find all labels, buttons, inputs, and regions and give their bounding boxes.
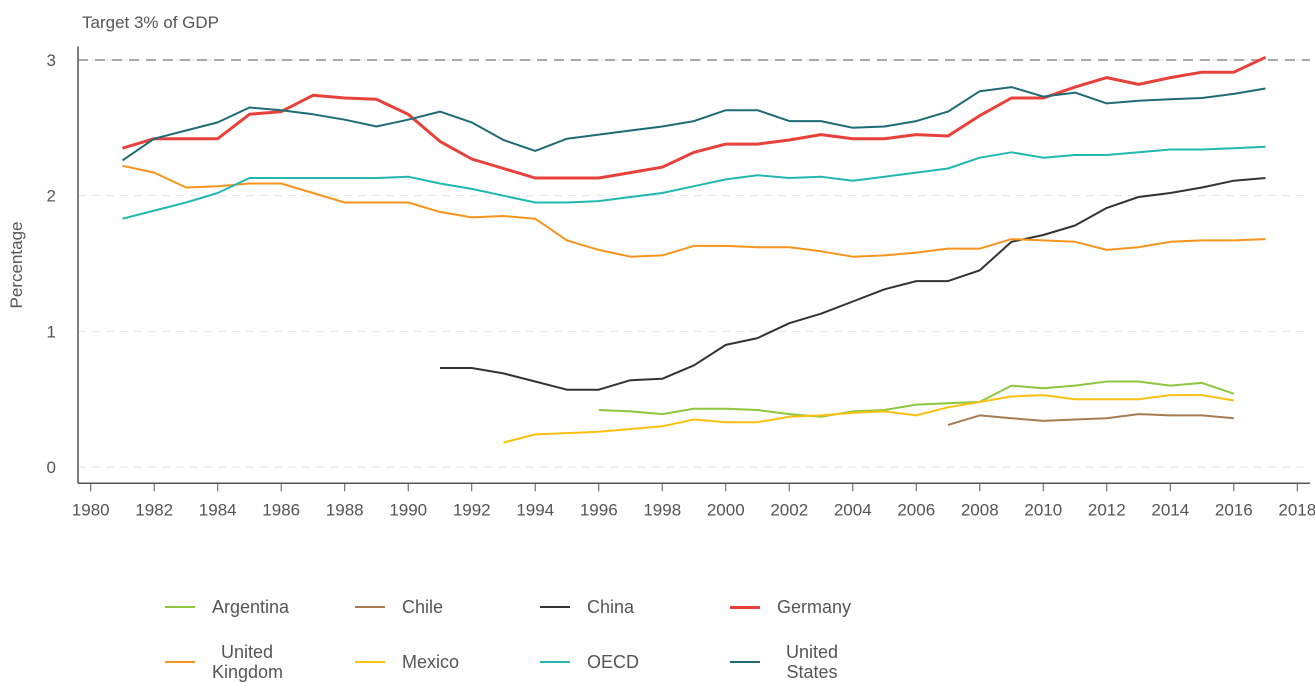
y-axis-label: Percentage (7, 222, 26, 309)
x-tick-label: 2016 (1215, 500, 1253, 519)
x-tick-label: 2010 (1024, 500, 1062, 519)
legend-swatch (730, 605, 760, 609)
legend-label: Mexico (402, 652, 460, 672)
legend-swatch (165, 661, 195, 663)
legend-label: OECD (587, 652, 640, 672)
legend-label: China (587, 597, 635, 617)
x-tick-label: 1980 (72, 500, 110, 519)
legend-swatch (730, 661, 760, 663)
y-tick-label: 1 (47, 322, 56, 341)
x-tick-label: 2004 (834, 500, 872, 519)
x-tick-label: 2006 (897, 500, 935, 519)
legend-item: China (540, 587, 727, 627)
x-tick-label: 2008 (961, 500, 999, 519)
x-tick-label: 1984 (199, 500, 237, 519)
legend-label: Argentina (212, 597, 290, 617)
series-line (440, 177, 1266, 391)
chart: Target 3% of GDP Percentage 0 1 2 3 1980 1982… (7, 13, 1315, 519)
legend-label: United States (785, 642, 839, 682)
y-tick-label: 0 (47, 458, 56, 477)
legend-label: United Kingdom (212, 642, 284, 682)
legend-label: Germany (777, 597, 852, 617)
legend-item: Mexico (355, 642, 542, 682)
series-line (122, 55, 1267, 180)
series-line (121, 86, 1266, 162)
annotation: Target 3% of GDP (82, 13, 219, 32)
legend-label: Chile (402, 597, 444, 617)
series-line (947, 413, 1234, 426)
series-line (598, 380, 1235, 418)
series-line (122, 145, 1266, 220)
x-tick-label: 1994 (516, 500, 554, 519)
x-tick-label: 1992 (453, 500, 491, 519)
series-line (503, 394, 1234, 444)
y-tick-label: 3 (47, 51, 56, 70)
legend-item: OECD (540, 642, 727, 682)
x-tick-label: 1998 (643, 500, 681, 519)
legend-item: United States (730, 642, 847, 682)
x-tick-label: 2018 (1278, 500, 1315, 519)
x-tick-label: 1986 (262, 500, 300, 519)
series-line (122, 164, 1266, 258)
y-tick-label: 2 (47, 187, 56, 206)
legend-swatch (540, 606, 570, 608)
legend-swatch (165, 606, 195, 608)
legend-item: Argentina (165, 587, 352, 627)
x-tick-label: 2000 (707, 500, 745, 519)
x-tick-label: 1990 (389, 500, 427, 519)
x-tick-label: 1988 (326, 500, 364, 519)
x-tick-label: 1982 (135, 500, 173, 519)
legend-swatch (355, 606, 385, 608)
x-tick-label: 2002 (770, 500, 808, 519)
legend-item: Chile (355, 587, 542, 627)
x-tick-label: 2012 (1088, 500, 1126, 519)
x-tick-label: 2014 (1151, 500, 1189, 519)
legend-swatch (355, 661, 385, 663)
legend-item: Germany (730, 587, 917, 627)
page: {"chart_data": {"type": "line", "annotat… (7, 13, 1315, 682)
legend-item: United Kingdom (165, 642, 284, 682)
x-tick-label: 1996 (580, 500, 618, 519)
legend-swatch (540, 661, 570, 663)
